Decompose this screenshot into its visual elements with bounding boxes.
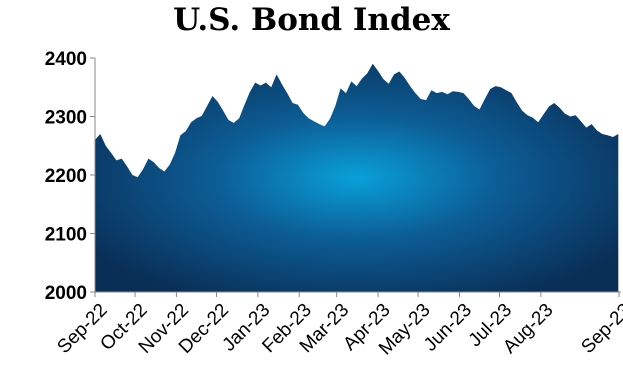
y-tick-labels: 2000 2100 2200 2300 2400 (45, 49, 87, 304)
x-tick-label: Sep-23 (577, 300, 623, 358)
y-tick-label: 2100 (45, 225, 87, 246)
y-tick-label: 2400 (45, 49, 87, 70)
area-layer (95, 63, 619, 292)
area-series (95, 63, 619, 292)
x-tick-labels: Sep-22Oct-22Nov-22Dec-22Jan-23Feb-23Mar-… (53, 300, 623, 360)
y-tick-label: 2300 (45, 108, 87, 129)
x-tick-label: Sep-22 (53, 300, 111, 358)
y-tick-label: 2200 (45, 166, 87, 187)
chart-title: U.S. Bond Index (173, 2, 450, 38)
axis-layer (90, 57, 621, 297)
y-tick-label: 2000 (45, 283, 87, 304)
x-tick-label: Jun-23 (420, 300, 476, 356)
